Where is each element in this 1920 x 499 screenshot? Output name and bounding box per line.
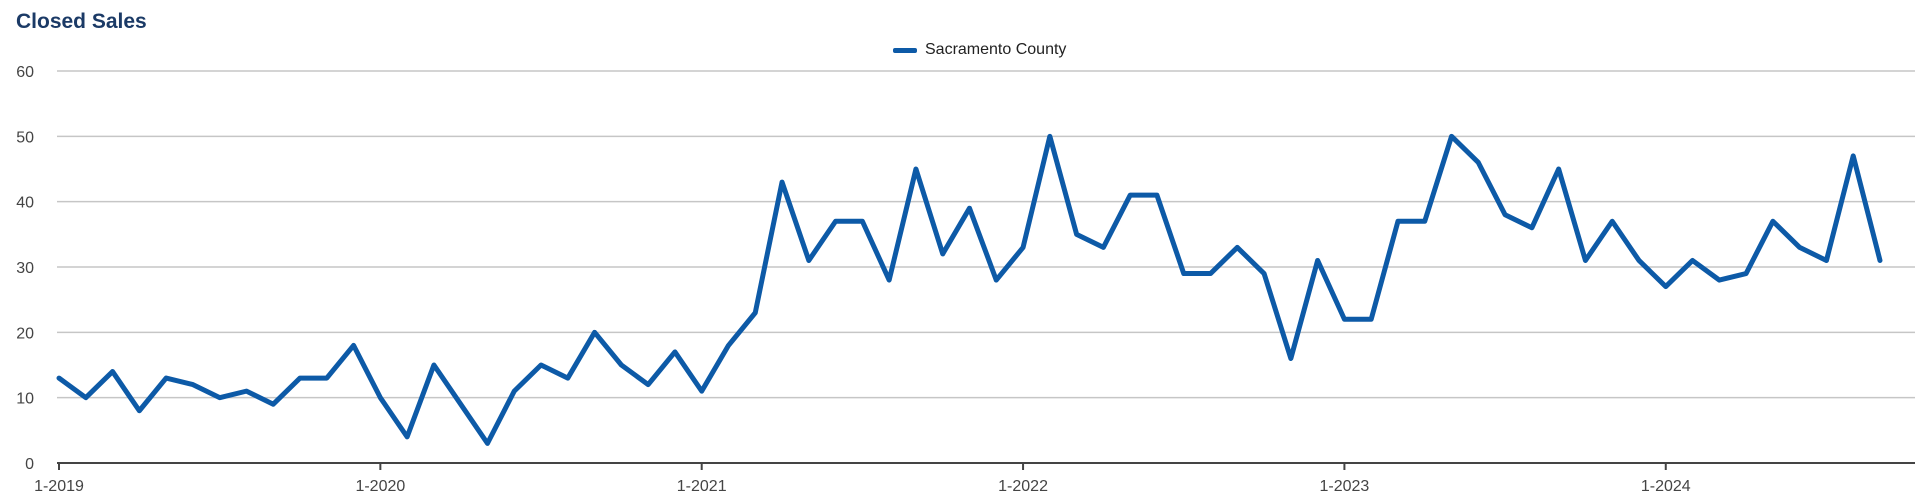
data-point[interactable] — [1152, 190, 1162, 200]
data-point[interactable] — [161, 373, 171, 383]
data-point[interactable] — [723, 340, 733, 350]
data-point[interactable] — [1554, 164, 1564, 174]
legend-label: Sacramento County — [925, 41, 1067, 58]
data-point[interactable] — [54, 373, 64, 383]
series-layer — [54, 131, 1885, 448]
data-point[interactable] — [1607, 216, 1617, 226]
data-point[interactable] — [456, 399, 466, 409]
y-tick-label: 60 — [16, 64, 34, 81]
x-tick-label: 1-2020 — [355, 478, 405, 495]
data-point[interactable] — [1259, 269, 1269, 279]
data-point[interactable] — [1500, 210, 1510, 220]
data-point[interactable] — [697, 386, 707, 396]
data-point[interactable] — [134, 406, 144, 416]
chart-title: Closed Sales — [16, 10, 147, 33]
y-axis-labels: 0 10 20 30 40 50 60 — [16, 64, 34, 473]
data-point[interactable] — [1179, 269, 1189, 279]
data-point[interactable] — [241, 386, 251, 396]
series-line-0 — [56, 133, 1883, 446]
data-point[interactable] — [81, 393, 91, 403]
data-point[interactable] — [1072, 229, 1082, 239]
data-point[interactable] — [188, 380, 198, 390]
data-point[interactable] — [1473, 157, 1483, 167]
data-point[interactable] — [1527, 223, 1537, 233]
data-point[interactable] — [1714, 275, 1724, 285]
data-point[interactable] — [831, 216, 841, 226]
data-point[interactable] — [509, 386, 519, 396]
data-point[interactable] — [1286, 353, 1296, 363]
data-point[interactable] — [590, 327, 600, 337]
y-tick-label: 0 — [25, 456, 34, 473]
data-point[interactable] — [1634, 255, 1644, 265]
data-point[interactable] — [1741, 269, 1751, 279]
data-point[interactable] — [1688, 255, 1698, 265]
data-point[interactable] — [1768, 216, 1778, 226]
data-point[interactable] — [536, 360, 546, 370]
data-point[interactable] — [1339, 314, 1349, 324]
x-tick-label: 1-2019 — [34, 478, 84, 495]
data-point[interactable] — [1821, 255, 1831, 265]
data-point[interactable] — [1366, 314, 1376, 324]
data-point[interactable] — [911, 164, 921, 174]
data-point[interactable] — [1661, 282, 1671, 292]
data-point[interactable] — [482, 438, 492, 448]
x-tick-label: 1-2022 — [998, 478, 1048, 495]
data-point[interactable] — [1098, 242, 1108, 252]
data-point[interactable] — [938, 249, 948, 259]
data-point[interactable] — [1420, 216, 1430, 226]
data-point[interactable] — [965, 203, 975, 213]
legend[interactable]: Sacramento County — [893, 41, 1066, 59]
data-point[interactable] — [563, 373, 573, 383]
data-point[interactable] — [804, 255, 814, 265]
data-point[interactable] — [1848, 151, 1858, 161]
data-point[interactable] — [322, 373, 332, 383]
data-point[interactable] — [349, 340, 359, 350]
data-point[interactable] — [750, 308, 760, 318]
y-tick-label: 10 — [16, 391, 34, 408]
data-point[interactable] — [1393, 216, 1403, 226]
data-point[interactable] — [1313, 255, 1323, 265]
data-point[interactable] — [1875, 255, 1885, 265]
data-point[interactable] — [215, 393, 225, 403]
x-tick-label: 1-2021 — [677, 478, 727, 495]
data-point[interactable] — [108, 367, 118, 377]
data-point[interactable] — [616, 360, 626, 370]
gridlines — [57, 70, 1915, 399]
data-point[interactable] — [429, 360, 439, 370]
x-tick-label: 1-2023 — [1319, 478, 1369, 495]
data-point[interactable] — [1232, 242, 1242, 252]
data-point[interactable] — [1045, 131, 1055, 141]
data-point[interactable] — [884, 275, 894, 285]
data-point[interactable] — [268, 399, 278, 409]
data-point[interactable] — [1580, 255, 1590, 265]
data-point[interactable] — [857, 216, 867, 226]
y-tick-label: 40 — [16, 195, 34, 212]
data-point[interactable] — [1125, 190, 1135, 200]
data-point[interactable] — [1206, 269, 1216, 279]
data-point[interactable] — [402, 432, 412, 442]
data-point[interactable] — [777, 177, 787, 187]
data-point[interactable] — [1795, 242, 1805, 252]
y-tick-label: 50 — [16, 129, 34, 146]
data-point[interactable] — [295, 373, 305, 383]
data-point[interactable] — [991, 275, 1001, 285]
x-axis: 1-2019 1-2020 1-2021 1-2022 1-2023 1-2024 — [34, 462, 1915, 495]
data-point[interactable] — [1018, 242, 1028, 252]
data-point[interactable] — [1447, 131, 1457, 141]
x-tick-label: 1-2024 — [1641, 478, 1691, 495]
data-point[interactable] — [670, 347, 680, 357]
y-tick-label: 30 — [16, 260, 34, 277]
y-tick-label: 20 — [16, 325, 34, 342]
legend-swatch — [893, 47, 917, 53]
data-point[interactable] — [643, 380, 653, 390]
data-point[interactable] — [375, 393, 385, 403]
